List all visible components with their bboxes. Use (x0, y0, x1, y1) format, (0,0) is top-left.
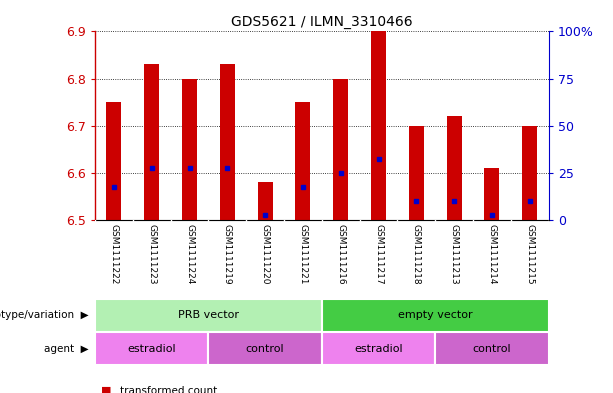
Title: GDS5621 / ILMN_3310466: GDS5621 / ILMN_3310466 (231, 15, 413, 29)
Bar (295, 102, 311, 220)
Bar (322, 332, 435, 365)
Text: genotype/variation  ▶: genotype/variation ▶ (0, 310, 89, 320)
Text: empty vector: empty vector (398, 310, 473, 320)
Bar (107, 102, 121, 220)
Bar (257, 182, 273, 220)
Text: GSM1111221: GSM1111221 (299, 224, 308, 285)
Bar (219, 64, 235, 220)
Bar (446, 116, 462, 220)
Bar (182, 79, 197, 220)
Text: control: control (473, 344, 511, 354)
Bar (144, 64, 159, 220)
Text: GSM1111216: GSM1111216 (336, 224, 345, 285)
Text: GSM1111223: GSM1111223 (147, 224, 156, 285)
Bar (322, 299, 549, 332)
Bar (371, 31, 386, 220)
Bar (435, 332, 549, 365)
Text: GSM1111219: GSM1111219 (223, 224, 232, 285)
Text: GSM1111214: GSM1111214 (487, 224, 497, 285)
Bar (208, 332, 322, 365)
Text: GSM1111213: GSM1111213 (449, 224, 459, 285)
Bar (333, 79, 348, 220)
Text: GSM1111217: GSM1111217 (374, 224, 383, 285)
Text: GSM1111220: GSM1111220 (261, 224, 270, 285)
Text: estradiol: estradiol (128, 344, 176, 354)
Text: GSM1111224: GSM1111224 (185, 224, 194, 285)
Text: transformed count: transformed count (120, 386, 217, 393)
Text: agent  ▶: agent ▶ (44, 344, 89, 354)
Bar (522, 126, 537, 220)
Bar (484, 168, 500, 220)
Text: GSM1111222: GSM1111222 (109, 224, 118, 285)
Text: PRB vector: PRB vector (178, 310, 239, 320)
Text: ■: ■ (101, 386, 115, 393)
Text: estradiol: estradiol (354, 344, 403, 354)
Text: control: control (246, 344, 284, 354)
Bar (95, 332, 208, 365)
Text: GSM1111215: GSM1111215 (525, 224, 535, 285)
Bar (409, 126, 424, 220)
Text: GSM1111218: GSM1111218 (412, 224, 421, 285)
Bar (95, 299, 322, 332)
